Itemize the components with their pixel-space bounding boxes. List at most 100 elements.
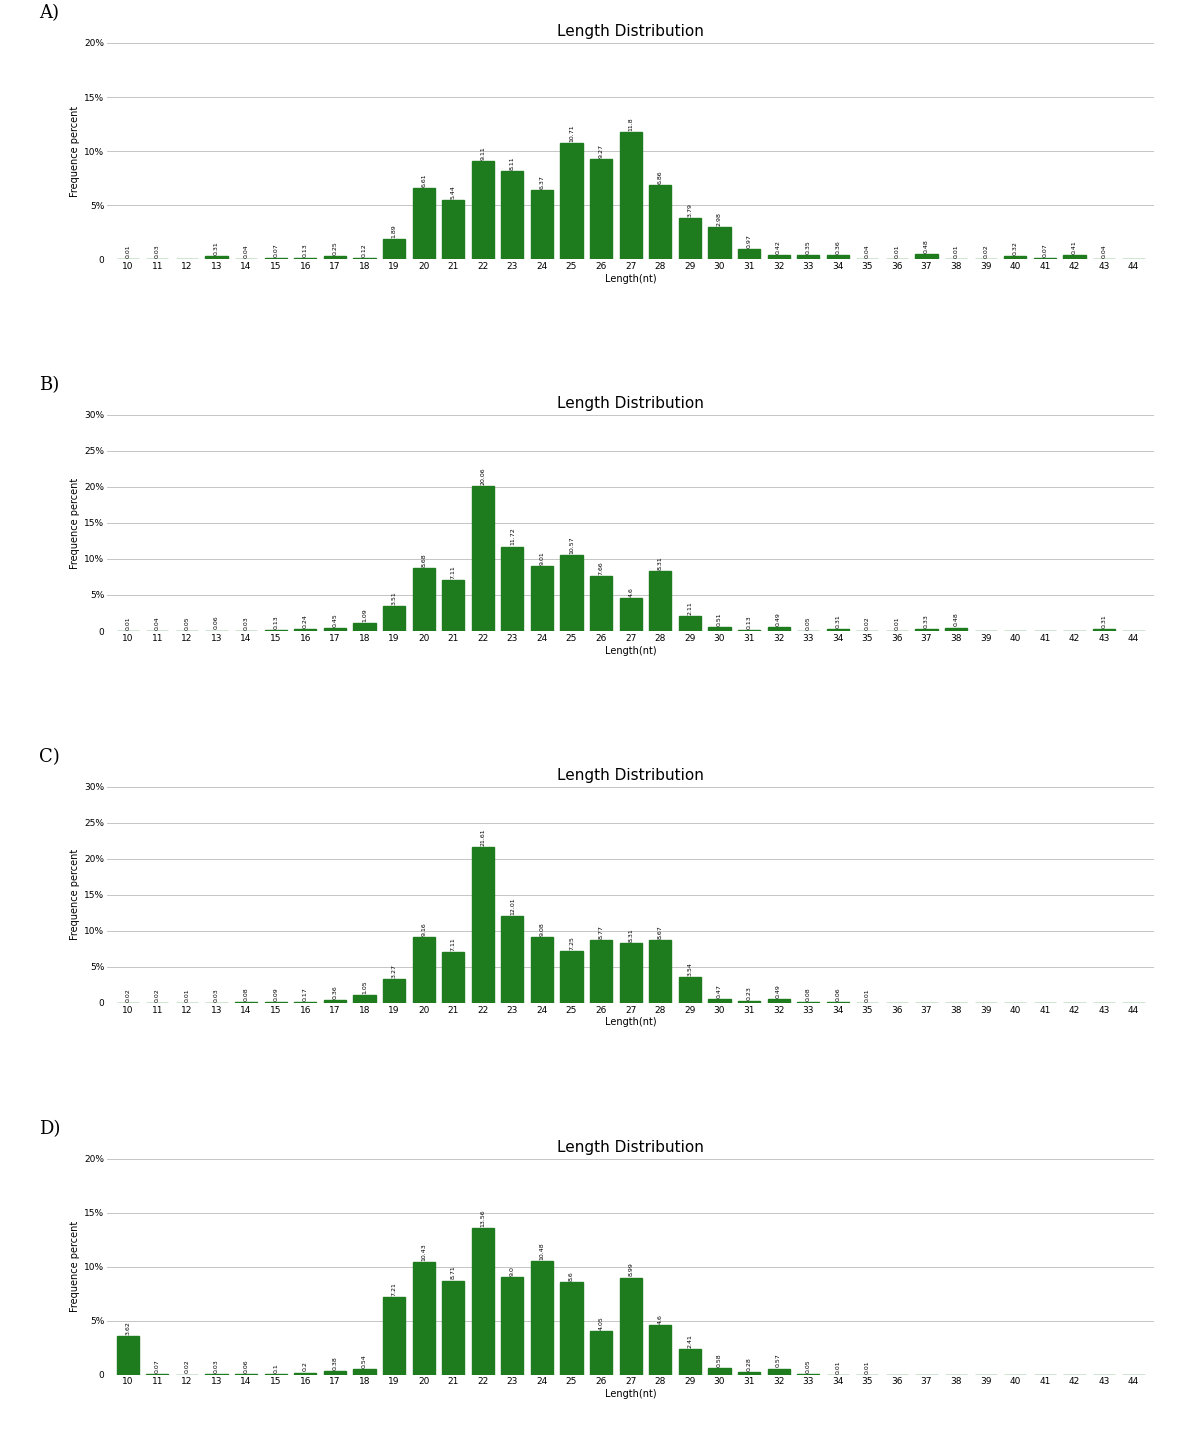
Text: 0.05: 0.05	[184, 616, 189, 630]
Bar	[945, 627, 967, 632]
Y-axis label: Frequence percent: Frequence percent	[70, 477, 80, 569]
Bar	[590, 576, 612, 632]
Text: 0.01: 0.01	[125, 245, 131, 258]
Bar	[768, 1369, 790, 1375]
Text: 7.25: 7.25	[569, 935, 574, 949]
Text: 0.04: 0.04	[155, 616, 159, 630]
Text: 9.01: 9.01	[539, 551, 545, 566]
Bar	[443, 200, 464, 259]
Bar	[1004, 256, 1026, 259]
Bar	[413, 569, 434, 632]
Bar	[708, 627, 731, 632]
Text: 0.04: 0.04	[1102, 243, 1107, 258]
X-axis label: Length(nt): Length(nt)	[605, 646, 657, 656]
Text: 0.36: 0.36	[332, 985, 338, 1000]
Text: 7.66: 7.66	[599, 561, 603, 574]
Text: 3.27: 3.27	[392, 964, 396, 978]
Text: 8.11: 8.11	[509, 156, 515, 170]
Text: 10.43: 10.43	[421, 1243, 426, 1262]
Bar	[590, 1330, 612, 1375]
Text: 2.98: 2.98	[716, 212, 722, 226]
Bar	[915, 253, 938, 259]
Bar	[324, 627, 346, 632]
X-axis label: Length(nt): Length(nt)	[605, 274, 657, 284]
Text: 11.8: 11.8	[628, 117, 633, 130]
Text: 0.03: 0.03	[155, 243, 159, 258]
Text: 7.21: 7.21	[392, 1282, 396, 1296]
Bar	[827, 255, 848, 259]
Bar	[590, 939, 612, 1002]
Text: 21.61: 21.61	[481, 829, 486, 846]
X-axis label: Length(nt): Length(nt)	[605, 1017, 657, 1027]
Bar	[206, 256, 227, 259]
Bar	[1092, 629, 1115, 632]
Bar	[620, 599, 641, 632]
Bar	[383, 1297, 405, 1375]
Bar	[501, 172, 524, 259]
Bar	[471, 848, 494, 1002]
Bar	[383, 239, 405, 259]
Text: 0.25: 0.25	[332, 242, 338, 255]
Text: 1.89: 1.89	[392, 223, 396, 238]
Bar	[531, 190, 553, 259]
Bar	[324, 256, 346, 259]
Text: 0.08: 0.08	[244, 988, 249, 1001]
Text: C): C)	[39, 748, 60, 766]
Text: 0.38: 0.38	[332, 1356, 338, 1369]
Text: 0.01: 0.01	[953, 245, 959, 258]
Text: 0.41: 0.41	[1072, 241, 1077, 253]
Bar	[738, 1001, 760, 1002]
Title: Length Distribution: Length Distribution	[557, 395, 704, 411]
Text: 4.6: 4.6	[628, 587, 633, 597]
Bar	[620, 944, 641, 1002]
Text: 7.11: 7.11	[451, 937, 456, 951]
Text: 0.45: 0.45	[332, 613, 338, 627]
Text: 0.06: 0.06	[214, 616, 219, 630]
Bar	[413, 188, 434, 259]
Bar	[560, 143, 583, 259]
Text: 4.05: 4.05	[599, 1316, 603, 1330]
Text: 5.44: 5.44	[451, 185, 456, 199]
Bar	[324, 1001, 346, 1002]
Text: 3.51: 3.51	[392, 591, 396, 604]
Bar	[560, 1282, 583, 1375]
Bar	[413, 937, 434, 1002]
Text: 7.11: 7.11	[451, 566, 456, 579]
Text: 0.05: 0.05	[806, 616, 810, 630]
Text: 0.49: 0.49	[776, 613, 781, 626]
Text: 8.77: 8.77	[599, 925, 603, 938]
Bar	[678, 978, 701, 1002]
Bar	[471, 160, 494, 259]
Text: 1.09: 1.09	[362, 609, 367, 621]
Text: 8.31: 8.31	[628, 928, 633, 942]
Text: 0.02: 0.02	[155, 988, 159, 1001]
Text: 0.07: 0.07	[274, 243, 278, 258]
Bar	[501, 916, 524, 1002]
Y-axis label: Frequence percent: Frequence percent	[70, 849, 80, 941]
Text: 8.67: 8.67	[658, 925, 663, 939]
Text: 0.01: 0.01	[895, 616, 900, 630]
Text: D): D)	[39, 1120, 61, 1137]
Text: 8.31: 8.31	[658, 556, 663, 570]
Bar	[797, 255, 819, 259]
Bar	[324, 1370, 346, 1375]
Bar	[708, 1000, 731, 1002]
Title: Length Distribution: Length Distribution	[557, 1140, 704, 1154]
Text: 3.54: 3.54	[688, 962, 693, 977]
Bar	[560, 951, 583, 1002]
Text: 0.03: 0.03	[244, 616, 249, 630]
Text: 0.01: 0.01	[184, 988, 189, 1002]
Bar	[501, 547, 524, 632]
Y-axis label: Frequence percent: Frequence percent	[70, 106, 80, 196]
Text: 10.57: 10.57	[569, 536, 574, 554]
Text: 10.71: 10.71	[569, 125, 574, 142]
Text: 0.06: 0.06	[244, 1359, 249, 1373]
Text: 0.32: 0.32	[1013, 241, 1017, 255]
Bar	[353, 995, 376, 1002]
Bar	[650, 185, 671, 259]
Y-axis label: Frequence percent: Frequence percent	[70, 1221, 80, 1312]
Text: 0.17: 0.17	[302, 987, 308, 1001]
Text: 0.97: 0.97	[746, 233, 752, 248]
Text: 11.72: 11.72	[509, 528, 515, 546]
Text: 0.31: 0.31	[1102, 614, 1107, 627]
